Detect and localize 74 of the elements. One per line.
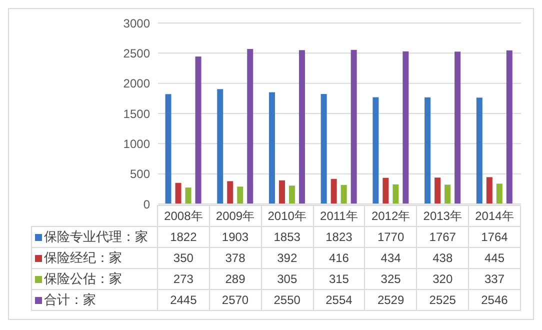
data-label: 273 [158,268,210,290]
bar [424,97,431,204]
legend-label: 保险公估：家 [44,271,122,286]
data-label: 1903 [209,226,262,248]
legend-label: 合计：家 [44,292,96,307]
legend-label: 保险专业代理：家 [44,229,148,244]
data-label: 320 [416,268,469,290]
bar [496,184,502,204]
bar [506,50,512,204]
data-label: 2554 [313,290,365,310]
bar [227,181,234,204]
legend-label: 保险经纪：家 [44,250,122,265]
y-tick-label: 1000 [123,136,150,151]
bar [278,180,285,204]
data-label: 315 [313,268,365,290]
data-label: 325 [364,268,417,290]
bar [185,188,192,204]
bar [268,92,275,204]
bar [195,56,202,204]
x-tick-label: 2010年 [261,206,314,226]
bar [175,182,182,204]
data-label: 337 [468,268,520,290]
bar [288,186,295,204]
bar [237,186,244,204]
data-label: 2529 [364,290,417,310]
data-label: 1822 [158,226,210,248]
x-tick-label: 2009年 [209,206,262,226]
bar [330,178,337,204]
data-label: 2525 [416,290,469,310]
data-label: 289 [209,268,262,290]
bar [392,184,399,204]
x-tick-label: 2014年 [468,206,520,226]
bar [444,184,451,204]
data-label: 1823 [313,226,365,248]
data-label: 416 [313,248,365,268]
bar [350,50,357,204]
y-tick-label: 2000 [123,76,150,91]
bar [434,178,441,204]
bar [476,98,482,204]
bar [402,51,409,204]
data-label: 350 [158,248,210,268]
bar [320,94,327,204]
bar [217,89,224,204]
data-label: 1853 [261,226,314,248]
bar [486,177,492,204]
x-tick-label: 2008年 [158,206,210,226]
data-label: 1764 [468,226,520,248]
data-label: 392 [261,248,314,268]
y-tick-label: 500 [130,167,150,182]
bar [340,184,347,204]
y-tick-label: 0 [143,197,150,212]
data-label: 378 [209,248,262,268]
bar [165,94,172,204]
data-label: 2550 [261,290,314,310]
y-tick-label: 2500 [123,46,150,60]
data-label: 305 [261,268,314,290]
data-label: 438 [416,248,469,268]
bar [382,178,389,204]
bar [454,52,461,204]
data-label: 1770 [364,226,417,248]
x-tick-label: 2013年 [416,206,469,226]
y-tick-label: 3000 [123,16,150,30]
bar [247,48,254,204]
data-label: 434 [364,248,417,268]
bar [298,50,305,204]
x-tick-label: 2012年 [364,206,417,226]
x-tick-label: 2011年 [313,206,365,226]
data-label: 1767 [416,226,469,248]
data-label: 445 [468,248,520,268]
data-label: 2546 [468,290,520,310]
data-label: 2445 [158,290,210,310]
y-tick-label: 1500 [123,106,150,121]
data-label: 2570 [209,290,262,310]
bar [372,97,379,204]
